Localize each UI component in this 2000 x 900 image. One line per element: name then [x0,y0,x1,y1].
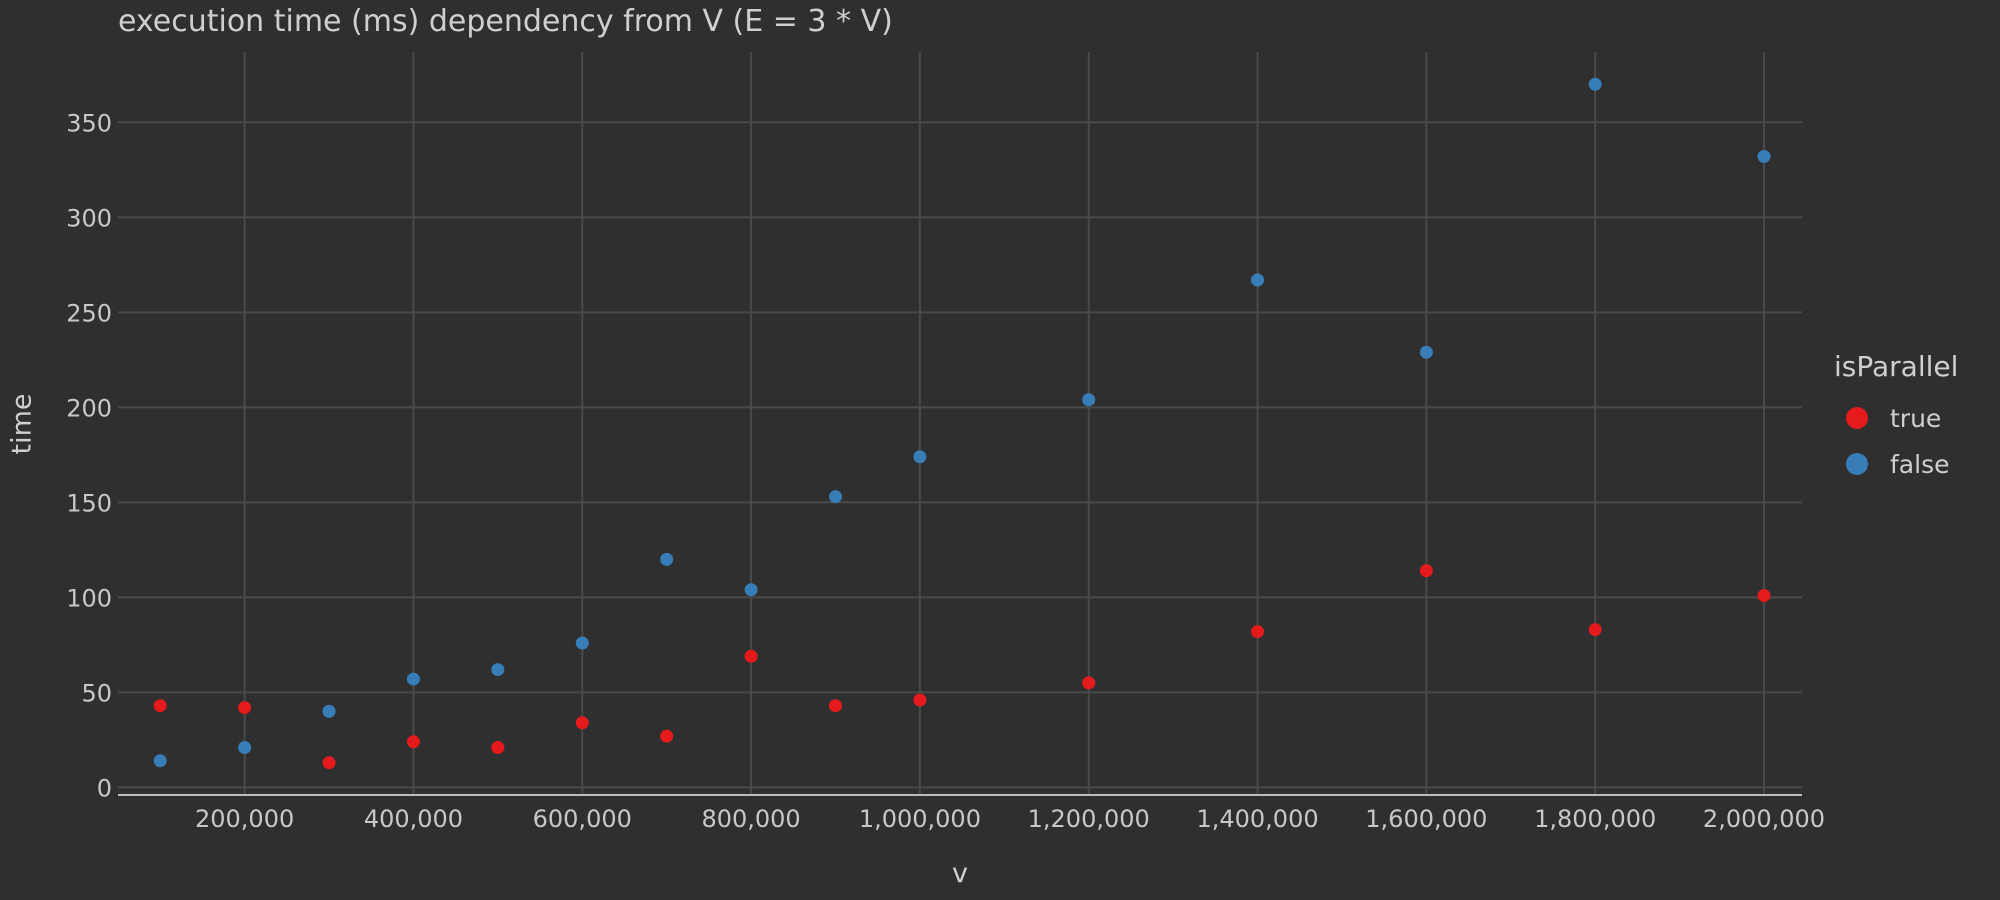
data-point-true [491,740,505,754]
x-axis-label: v [952,858,968,889]
legend-title: isParallel [1834,350,1959,383]
data-point-true [238,701,252,715]
data-point-true [828,699,842,713]
legend-item-false: false [1834,441,1958,487]
data-point-false [575,636,589,650]
y-axis-label: time [6,393,38,455]
data-point-false [828,490,842,504]
data-point-true [1757,588,1771,602]
y-tick-label: 150 [66,489,112,517]
x-tick-label: 1,600,000 [1365,805,1487,833]
data-point-false [406,672,420,686]
data-point-true [660,729,674,743]
data-point-false [1757,150,1771,164]
data-point-false [1251,273,1265,287]
x-tick-label: 200,000 [195,805,294,833]
legend-label-false: false [1890,449,1950,479]
y-tick-label: 350 [66,109,112,137]
x-tick-label: 600,000 [533,805,632,833]
x-tick-label: 1,200,000 [1028,805,1150,833]
y-tick-label: 250 [66,299,112,327]
y-tick-label: 0 [97,774,112,802]
data-point-false [322,704,336,718]
data-point-true [1082,676,1096,690]
data-point-true [1419,564,1433,578]
legend-swatch-false [1846,453,1868,475]
x-tick-label: 1,400,000 [1196,805,1318,833]
data-point-true [1251,625,1265,639]
y-tick-label: 300 [66,204,112,232]
data-point-false [1588,77,1602,91]
x-tick-label: 800,000 [701,805,800,833]
data-point-true [153,699,167,713]
data-point-false [153,754,167,768]
y-tick-label: 200 [66,394,112,422]
y-tick-label: 100 [66,584,112,612]
legend-swatch-true [1846,407,1868,429]
data-point-false [238,740,252,754]
data-point-false [660,552,674,566]
data-point-true [406,735,420,749]
x-tick-label: 1,800,000 [1534,805,1656,833]
data-point-false [491,663,505,677]
data-point-true [913,693,927,707]
data-point-true [575,716,589,730]
data-point-false [744,583,758,597]
data-point-false [1419,345,1433,359]
data-point-true [322,756,336,770]
x-tick-label: 2,000,000 [1703,805,1825,833]
data-point-false [1082,393,1096,407]
x-tick-label: 1,000,000 [859,805,981,833]
x-tick-label: 400,000 [364,805,463,833]
data-point-true [1588,623,1602,637]
chart-title: execution time (ms) dependency from V (E… [118,4,893,39]
legend-label-true: true [1890,403,1942,433]
legend-item-true: true [1834,395,1958,441]
legend: isParallel true false [1834,350,1958,487]
data-point-false [913,450,927,464]
y-tick-label: 50 [81,679,112,707]
data-point-true [744,649,758,663]
